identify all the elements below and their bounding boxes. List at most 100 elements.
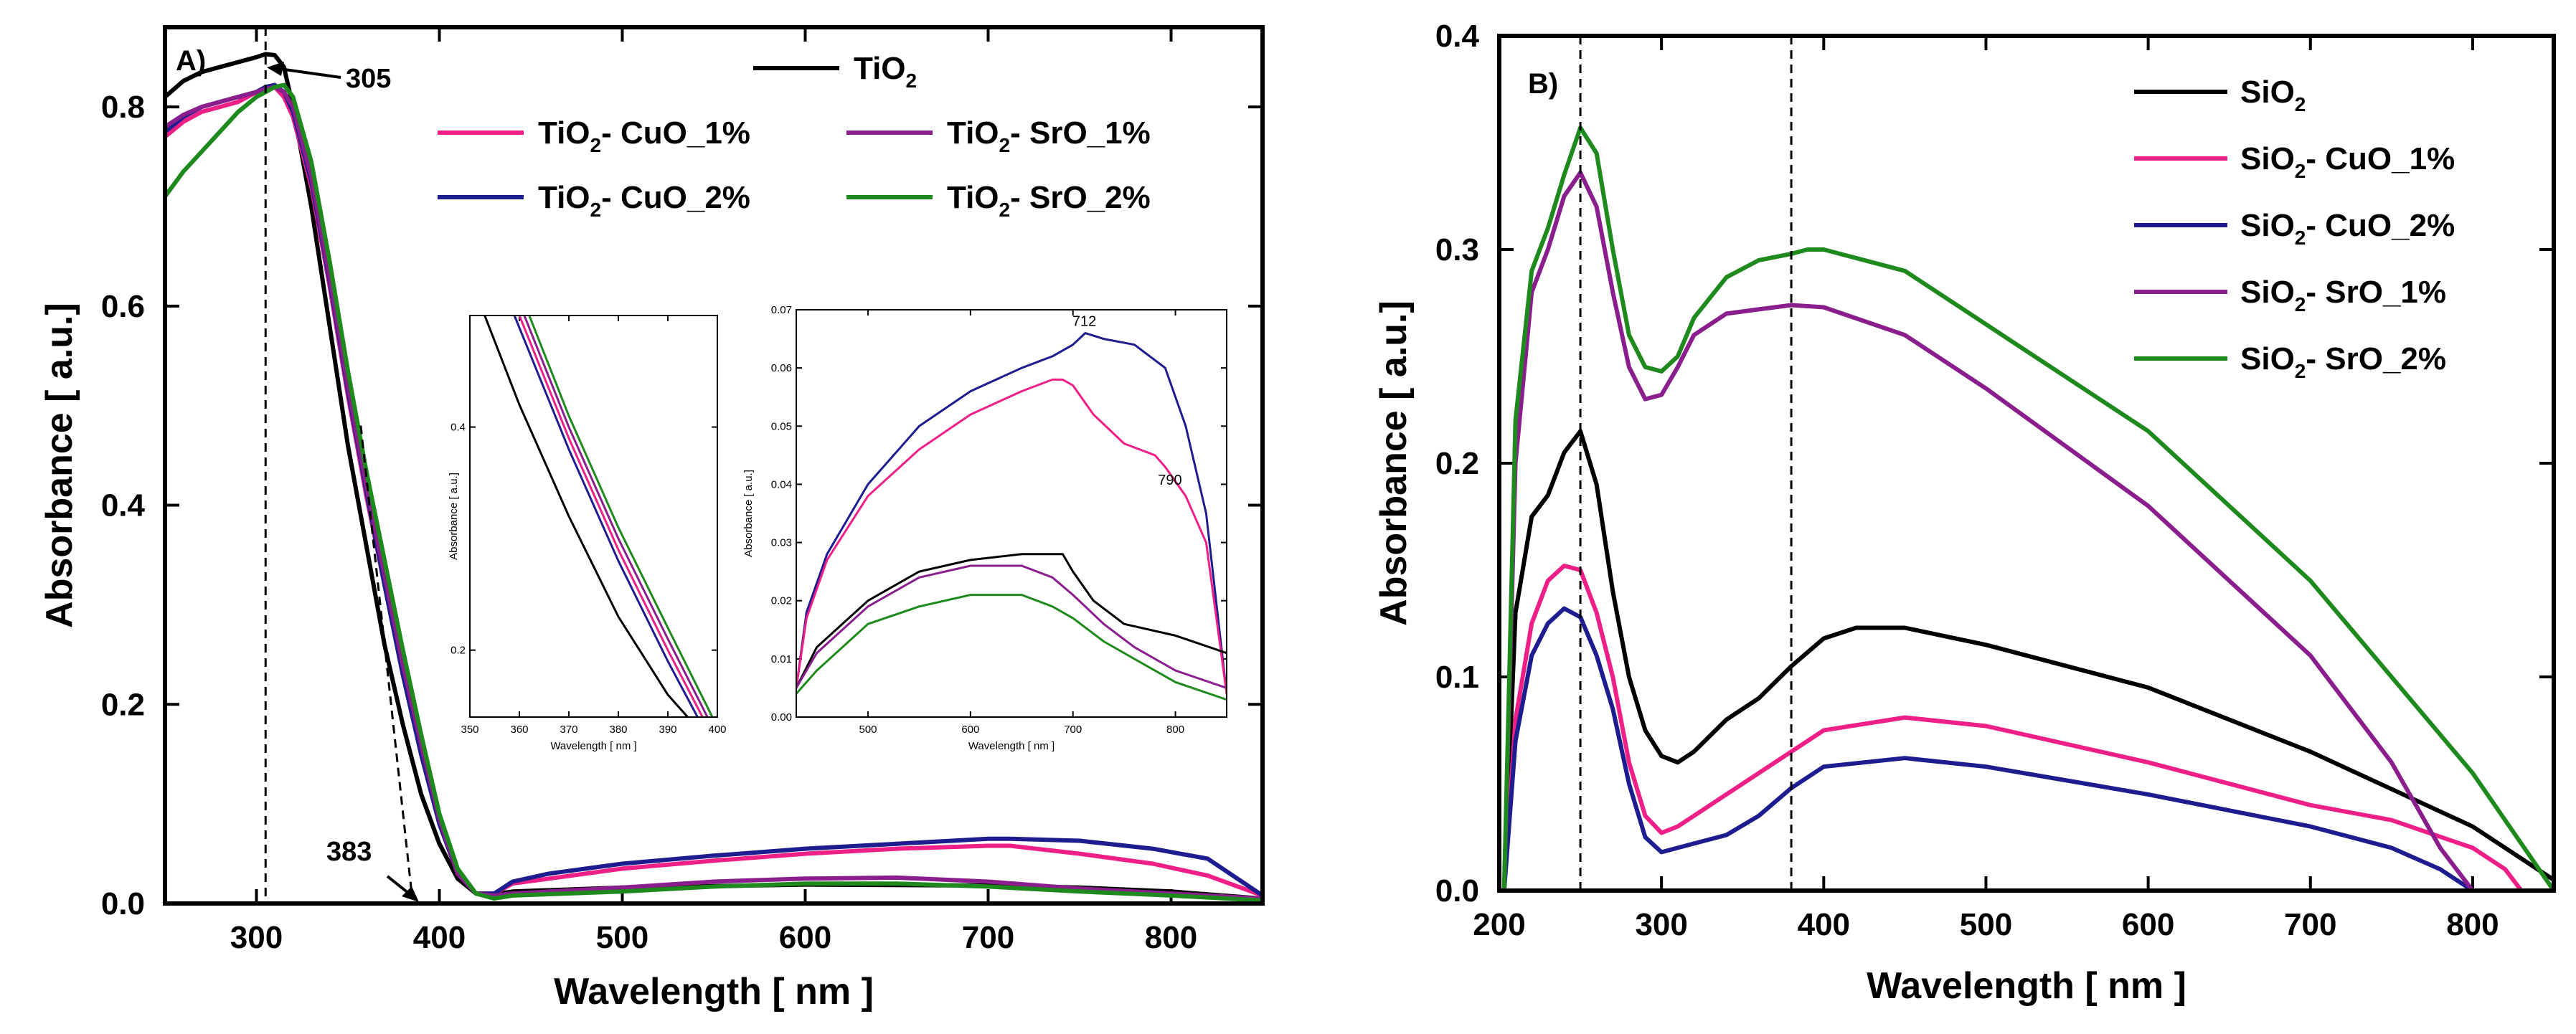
y-tick-label: 0.6 xyxy=(101,289,145,324)
series-line-SrO_2 xyxy=(1501,125,2554,891)
legend-label-base: SiO xyxy=(2240,341,2295,376)
series-line-TiO2 xyxy=(796,553,1227,689)
legend-label-base: TiO xyxy=(947,115,999,151)
legend-label-TiO2: TiO2 xyxy=(854,51,917,92)
legend-label-base: SiO xyxy=(2240,208,2295,243)
legend-label-rest: - SrO_2% xyxy=(1010,180,1151,215)
x-tick-label: 600 xyxy=(961,724,979,736)
legend-label-rest: - SrO_1% xyxy=(1010,115,1151,151)
series-line-SrO_2 xyxy=(165,82,1263,903)
panel-label: B) xyxy=(1528,68,1558,100)
legend-label-rest: - CuO_2% xyxy=(2306,208,2455,243)
legend-label-sub: 2 xyxy=(590,134,602,156)
series-line-SrO_2 xyxy=(796,594,1227,701)
y-tick-label: 0.4 xyxy=(450,422,466,434)
inset-chart-1: 350 360 370 380 390 400 0.2 0.4 Wavelength [ nm … xyxy=(448,314,727,752)
y-tick-label: 0.0 xyxy=(1435,873,1479,909)
y-tick-label: 0.07 xyxy=(771,304,792,316)
legend-label-base: TiO xyxy=(538,115,590,151)
y-tick-label: 0.01 xyxy=(771,653,792,665)
x-tick-label: 600 xyxy=(2122,907,2174,942)
legend-label-rest: - SrO_2% xyxy=(2306,341,2446,376)
series-line-SrO_2 xyxy=(528,316,714,717)
series-line-CuO_2 xyxy=(796,332,1227,695)
legend-label-sub: 2 xyxy=(2295,293,2306,316)
y-axis-label: Absorbance [ a.u.] xyxy=(39,303,80,628)
y-axis-label: Absorbance [ a.u.] xyxy=(448,473,460,560)
y-tick-label: 0.05 xyxy=(771,420,792,432)
y-tick-label: 0.4 xyxy=(1435,19,1480,54)
edge-dashed-line xyxy=(359,425,413,896)
legend-label-rest: - CuO_1% xyxy=(601,115,750,151)
y-tick-label: 0.02 xyxy=(771,595,792,607)
inset-1-background xyxy=(466,314,717,719)
x-tick-label: 700 xyxy=(962,920,1014,955)
legend-label-TiO2: SiO2 xyxy=(2240,75,2306,115)
series-line-SrO_1 xyxy=(796,564,1227,689)
series-group xyxy=(1501,125,2554,891)
legend-label-SrO_1: SiO2- SrO_1% xyxy=(2240,275,2446,316)
x-tick-label: 300 xyxy=(230,920,283,955)
x-tick-label: 360 xyxy=(510,724,528,736)
x-tick-label: 600 xyxy=(779,920,831,955)
series-line-CuO_1 xyxy=(796,378,1227,695)
legend-label-sub: 2 xyxy=(2295,160,2306,182)
y-tick-label: 0.3 xyxy=(1435,232,1479,267)
inset-chart-2: 500 600 700 800 0.00 0.01 0.02 0.03 0.04 0.05 0.06… xyxy=(742,304,1230,752)
y-tick-label: 0.8 xyxy=(101,90,145,125)
series-line-CuO_1 xyxy=(518,316,704,717)
legend-label-SrO_2: TiO2- SrO_2% xyxy=(947,180,1151,221)
legend-label-rest: - CuO_2% xyxy=(601,180,750,215)
plot-frame xyxy=(1497,34,2556,893)
series-line-SrO_1 xyxy=(523,316,709,717)
y-tick-label: 0.00 xyxy=(771,711,792,724)
y-tick-label: 0.0 xyxy=(101,886,145,921)
panel-label: A) xyxy=(176,45,206,77)
y-tick-label: 0.03 xyxy=(771,537,792,549)
legend-label-sub: 2 xyxy=(2295,93,2306,115)
series-group xyxy=(483,316,714,717)
legend-label-base: SiO xyxy=(2240,75,2295,110)
series-line-CuO_1 xyxy=(1501,564,2524,891)
x-tick-label: 700 xyxy=(2284,907,2336,942)
legend-label-CuO_2: SiO2- CuO_2% xyxy=(2240,208,2455,249)
x-axis-label: Wavelength [ nm ] xyxy=(554,971,874,1012)
legend-label-sub: 2 xyxy=(2295,227,2306,249)
x-tick-label: 200 xyxy=(1473,907,1525,942)
annotation-383: 383 xyxy=(326,837,372,867)
x-tick-label: 350 xyxy=(461,724,478,736)
x-tick-label: 300 xyxy=(1635,907,1687,942)
legend-label-sub: 2 xyxy=(999,134,1011,156)
legend-label-sub: 2 xyxy=(906,70,917,92)
y-tick-label: 0.06 xyxy=(771,362,792,374)
x-axis-label: Wavelength [ nm ] xyxy=(550,740,636,752)
plot-frame xyxy=(796,309,1227,718)
y-axis-label: Absorbance [ a.u.] xyxy=(742,470,755,557)
inset-annotation-712: 712 xyxy=(1072,313,1096,329)
series-line-TiO2 xyxy=(1501,429,2554,891)
annotation-305: 305 xyxy=(346,64,391,94)
x-axis-label: Wavelength [ nm ] xyxy=(968,740,1055,752)
chart-panel-b: 200 300 400 500 600 700 800 0.0 0.1 0.2 0.3 0.4 Wave… xyxy=(1373,19,2556,1007)
legend-label-rest: - CuO_1% xyxy=(2306,141,2455,176)
series-line-SrO_1 xyxy=(165,85,1263,901)
y-axis-label: Absorbance [ a.u.] xyxy=(1373,300,1415,626)
legend-label-sub: 2 xyxy=(999,199,1011,221)
legend-label-SrO_1: TiO2- SrO_1% xyxy=(947,115,1151,156)
series-line-TiO2 xyxy=(483,316,689,717)
series-group xyxy=(796,332,1227,701)
x-tick-label: 400 xyxy=(708,724,726,736)
legend-label-base: SiO xyxy=(2240,141,2295,176)
y-tick-label: 0.2 xyxy=(1435,446,1479,481)
plot-frame xyxy=(163,25,1265,906)
legend-label-SrO_2: SiO2- SrO_2% xyxy=(2240,341,2446,382)
x-tick-label: 800 xyxy=(2446,907,2499,942)
series-line-CuO_2 xyxy=(1501,606,2475,891)
plot-frame xyxy=(469,315,718,718)
arrow-305-head xyxy=(267,62,284,76)
x-tick-label: 500 xyxy=(596,920,648,955)
series-line-CuO_2 xyxy=(513,316,699,717)
